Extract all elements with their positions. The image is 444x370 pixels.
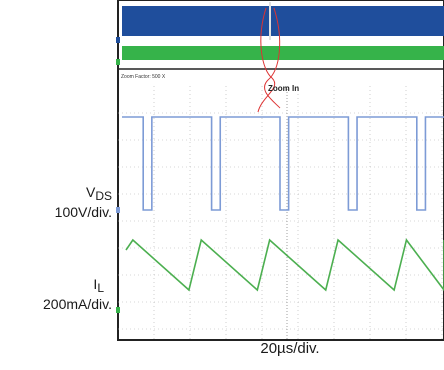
channel-marker <box>116 207 120 213</box>
channel-marker <box>116 307 120 313</box>
zoom-annotation: Zoom In <box>268 84 300 93</box>
zoom-curve-right <box>264 7 281 109</box>
vds-scale: 100V/div. <box>54 204 112 220</box>
channel-marker <box>116 59 120 65</box>
x-scale-label: 20µs/div. <box>260 340 320 357</box>
overview-vds-band <box>122 6 444 36</box>
overview-il-band <box>122 46 444 60</box>
grid <box>118 86 444 340</box>
channel-marker <box>116 37 120 43</box>
zoom-curve-left <box>257 7 276 113</box>
il-label: IL 200mA/div. <box>0 276 112 312</box>
zoom-factor-label: Zoom Factor: 500 X <box>121 74 166 80</box>
il-name: IL <box>93 276 104 295</box>
vds-label: VDS 100V/div. <box>10 184 112 220</box>
vds-trace <box>122 116 444 211</box>
il-scale: 200mA/div. <box>43 296 112 312</box>
vds-name: VDS <box>85 184 112 203</box>
il-trace <box>125 238 444 292</box>
